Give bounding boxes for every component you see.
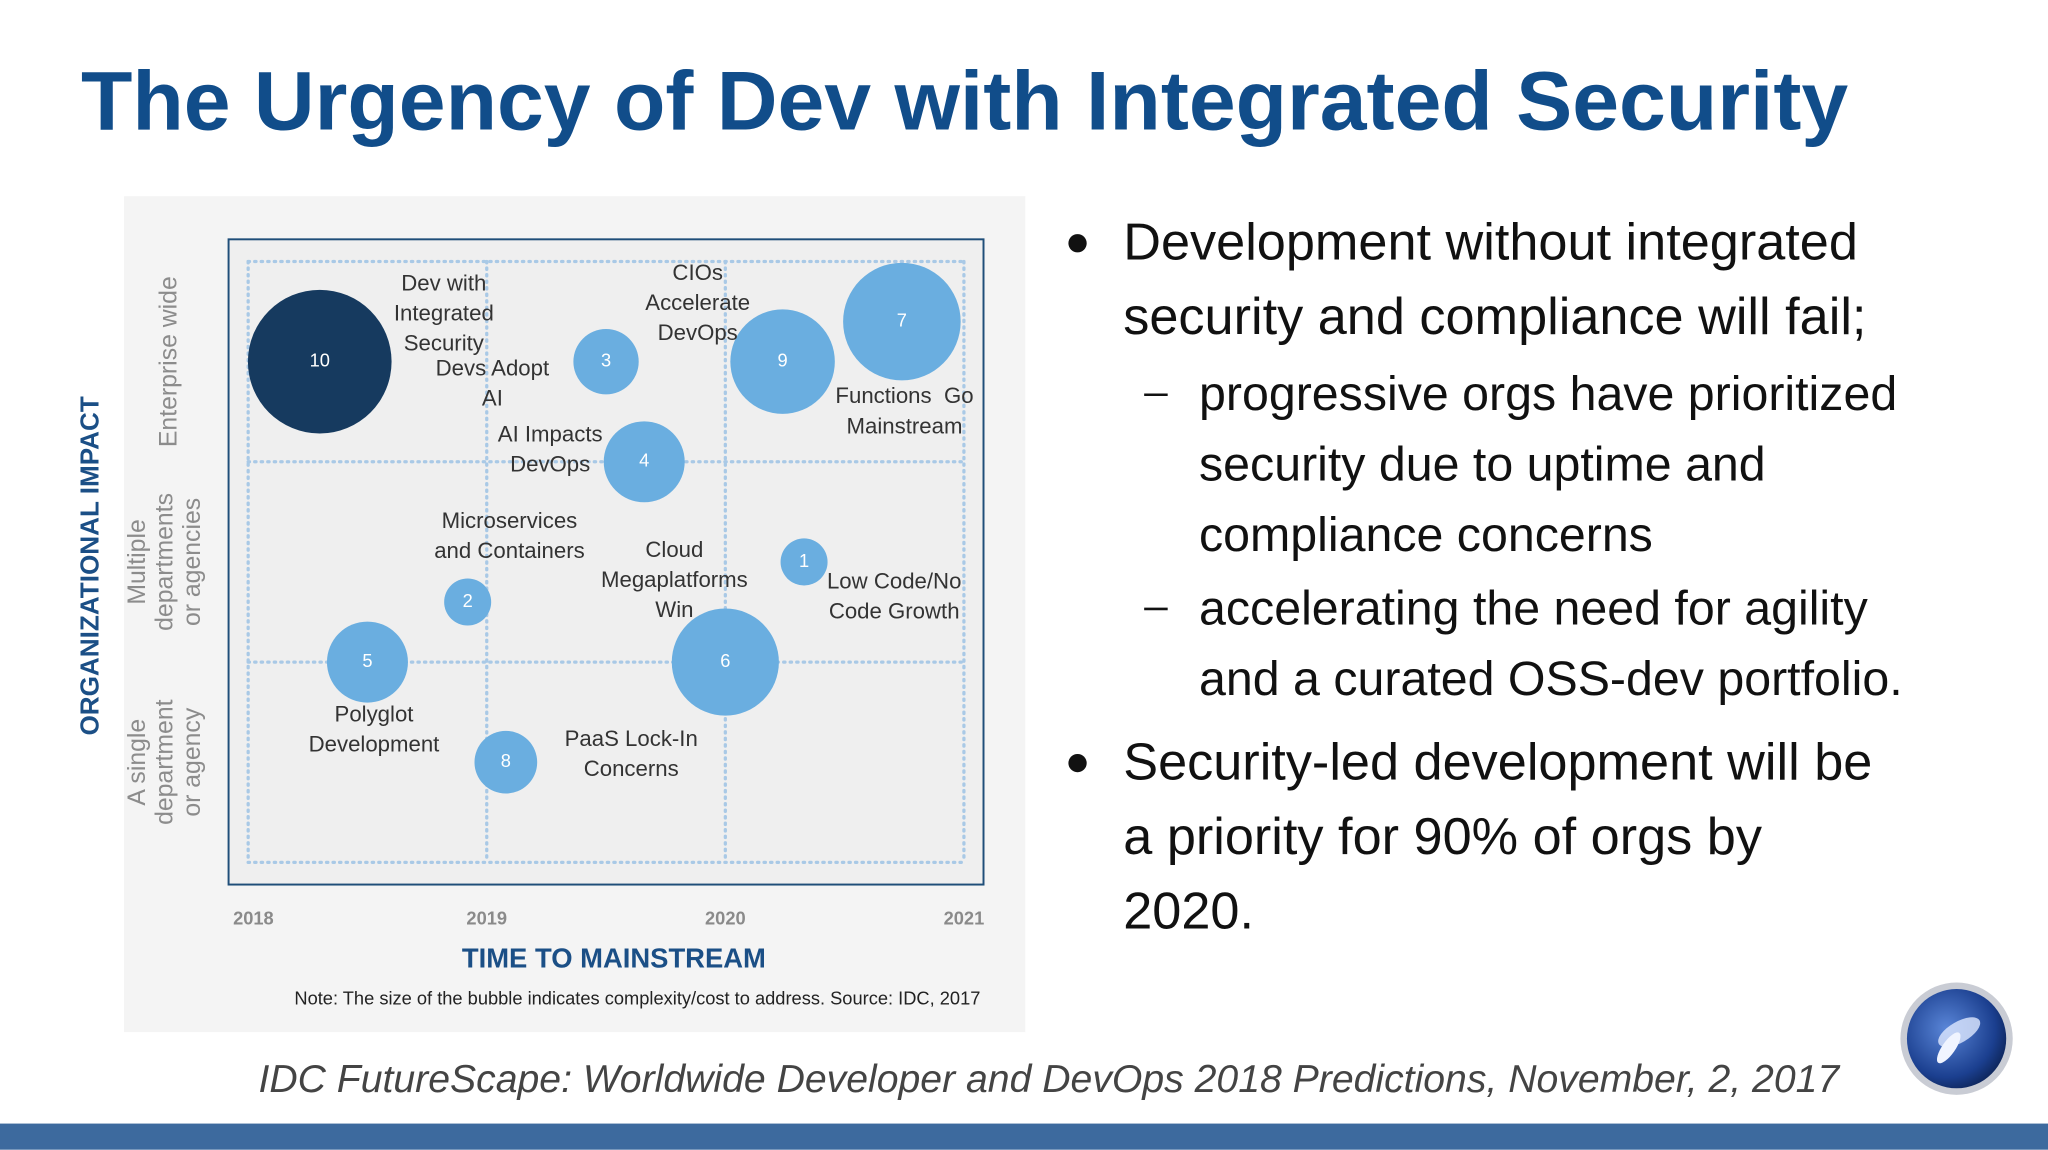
slide-title: The Urgency of Dev with Integrated Secur… — [81, 53, 1849, 147]
bullet-text: Security-led development will be — [1123, 733, 1872, 791]
bubble — [730, 309, 835, 414]
x-tick-label: 2020 — [705, 908, 746, 929]
bubble-label: PaaS Lock-In — [565, 726, 698, 751]
bubble-id: 7 — [897, 309, 907, 330]
bubble-label: Microservices — [442, 508, 578, 533]
bullet-text: security and compliance will fail; — [1123, 288, 1866, 346]
bubble — [780, 538, 828, 586]
y-tick-label: department — [151, 699, 178, 825]
bullet-text: a priority for 90% of orgs by — [1123, 808, 1763, 866]
bubble-id: 10 — [310, 349, 330, 370]
bubble-id: 5 — [362, 650, 372, 671]
y-tick-label: A single — [124, 719, 151, 806]
bubble — [603, 421, 685, 503]
bubble-label: Security — [404, 331, 485, 356]
bubble-label: AI — [482, 385, 503, 410]
bubble-label: Integrated — [394, 301, 494, 326]
y-tick-label: Multiple — [124, 519, 151, 604]
y-tick-label: or agencies — [179, 498, 206, 626]
bubble — [671, 608, 779, 716]
y-tick-label: departments — [151, 493, 178, 631]
bubble-id: 1 — [799, 550, 809, 571]
bullet-dot — [1068, 753, 1087, 773]
bubble-id: 6 — [720, 650, 730, 671]
sub-bullet-text: accelerating the need for agility — [1199, 581, 1869, 635]
x-tick-label: 2021 — [944, 908, 985, 929]
bubble-label: Cloud — [645, 537, 703, 562]
bubble-id: 8 — [501, 750, 511, 771]
bubble — [843, 262, 961, 381]
bubble-label: and Containers — [434, 538, 584, 563]
bubble-id: 4 — [639, 450, 649, 471]
bubble-label: DevOps — [658, 320, 738, 345]
bubble — [573, 329, 639, 395]
bubble-id: 2 — [463, 590, 473, 611]
bubble-label: Dev with — [401, 270, 486, 295]
y-axis-label: ORGANIZATIONAL IMPACT — [74, 396, 104, 735]
bubble-label: Code Growth — [829, 599, 960, 624]
sub-bullet-text: progressive orgs have prioritized — [1199, 367, 1897, 421]
bubble — [326, 621, 408, 703]
bubble — [247, 289, 392, 434]
bubble-label: Concerns — [584, 756, 679, 781]
bubble-label: Devs Adopt — [436, 355, 549, 380]
bubble-label: DevOps — [510, 452, 590, 477]
bubble — [474, 730, 538, 794]
y-tick-label: Enterprise wide — [155, 276, 182, 447]
bubble-label: Mainstream — [847, 413, 963, 438]
bubble-label: Low Code/No — [827, 569, 961, 594]
bubble-label: CIOs — [672, 260, 723, 285]
logo — [1900, 982, 2013, 1095]
x-axis-label: TIME TO MAINSTREAM — [462, 943, 766, 974]
x-tick-label: 2018 — [233, 908, 274, 929]
bubble — [444, 578, 492, 626]
bullet-dot — [1068, 234, 1087, 253]
sub-bullet-text: security due to uptime and — [1199, 438, 1766, 492]
bubble-label: AI Impacts — [498, 422, 603, 447]
bubble-label: Functions Go — [835, 383, 973, 408]
bubble-id: 3 — [601, 349, 611, 370]
sub-bullet-text: compliance concerns — [1199, 508, 1653, 562]
bubble-label: Polyglot — [335, 701, 414, 726]
bubble-label: Win — [655, 597, 693, 622]
logo-body — [1936, 1032, 1961, 1064]
bubble-label: Accelerate — [645, 290, 750, 315]
sub-bullet-text: and a curated OSS-dev portfolio. — [1199, 652, 1903, 706]
citation: IDC FutureScape: Worldwide Developer and… — [258, 1058, 1840, 1101]
chart-note: Note: The size of the bubble indicates c… — [294, 987, 980, 1008]
bubble-id: 9 — [778, 349, 788, 370]
bubble-label: Megaplatforms — [601, 567, 748, 592]
y-tick-label: or agency — [179, 707, 206, 816]
bullet-text: Development without integrated — [1123, 214, 1858, 272]
bullet-text: 2020. — [1123, 882, 1254, 940]
x-tick-label: 2019 — [466, 908, 507, 929]
footer-bar — [0, 1123, 2048, 1150]
bubble-label: Development — [309, 732, 440, 757]
